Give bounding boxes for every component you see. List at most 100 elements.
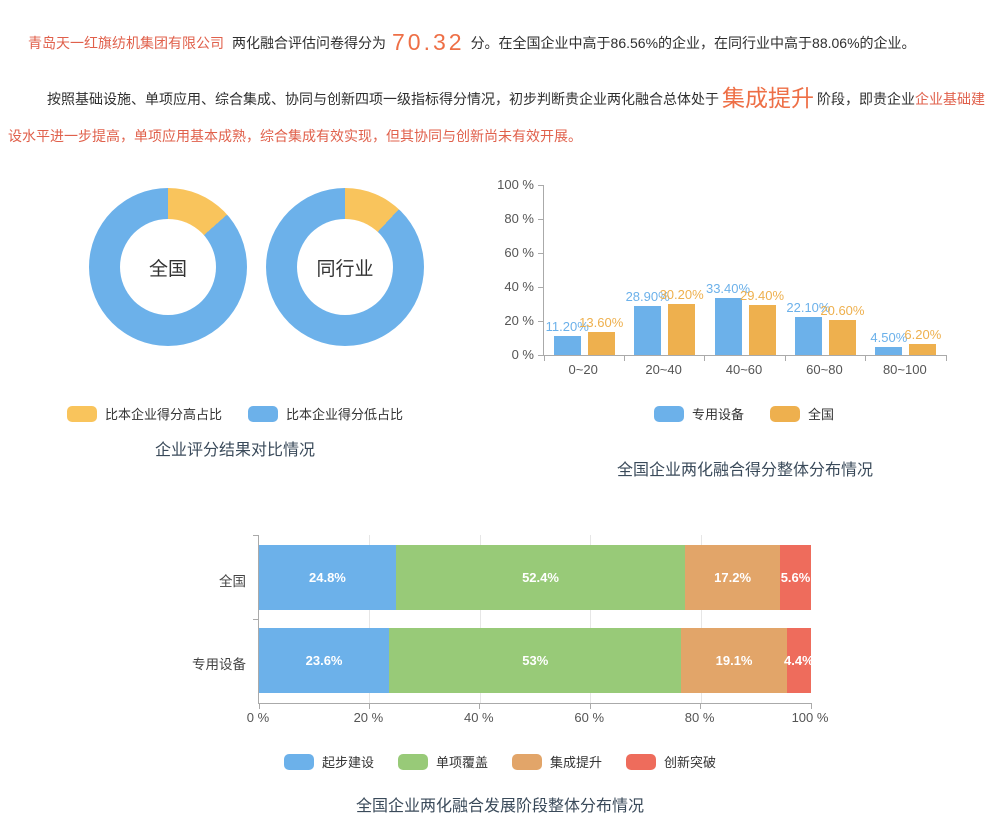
x-axis-tick [623,355,625,361]
legend-swatch-stage3-icon [512,753,542,770]
legend-label-stage-2: 单项覆盖 [435,755,488,770]
stage-mid: 阶段，即贵企业 [817,91,915,107]
donut-nationwide: 全国 [89,188,247,346]
score-value: 70.32 [392,29,465,55]
x-axis-tick [704,355,706,361]
segment-起步建设: 24.8% [259,545,396,610]
row-label-专用设备: 专用设备 [192,657,246,672]
legend-item-special-equipment[interactable]: 专用设备 [653,404,744,423]
y-axis-tick [538,287,544,288]
x-axis-tick [368,703,370,709]
summary-paragraph: 青岛天一红旗纺机集团有限公司 两化融合评估问卷得分为 70.32 分。在全国企业中高于… [28,26,978,59]
x-axis-label: 60 % [574,710,605,725]
bar-x-axis-labels: 0~20 20~40 40~60 60~80 80~100 [543,362,945,377]
legend-swatch-high-icon [66,405,97,422]
stacked-legend: 起步建设 单项覆盖 集成提升 创新突破 [180,752,820,771]
legend-item-score-lower[interactable]: 比本企业得分低占比 [248,404,403,423]
legend-item-stage-2[interactable]: 单项覆盖 [397,752,488,771]
x-axis-label: 100 % [791,710,829,725]
segment-创新突破: 5.6% [780,545,811,610]
x-axis-tick [543,355,545,361]
stacked-row-全国: 24.8% 52.4% 17.2% 5.6% [259,545,811,610]
x-axis-tick [479,703,481,709]
x-axis-label: 0~20 [568,362,598,377]
legend-item-score-higher[interactable]: 比本企业得分高占比 [66,404,222,423]
y-axis-tick [538,355,544,356]
x-axis-label: 20~40 [645,362,682,377]
bar-专用设备: 33.40% [706,281,750,355]
legend-swatch-orange-icon [770,405,800,422]
legend-item-stage-1[interactable]: 起步建设 [283,752,374,771]
bar-chart-title: 全国企业两化融合得分整体分布情况 [616,462,873,479]
stacked-row-专用设备: 23.6% 53% 19.1% 4.4% [259,628,814,693]
y-axis-label: 60 % [504,245,534,260]
row-label-全国: 全国 [219,574,246,589]
legend-item-stage-3[interactable]: 集成提升 [512,752,602,771]
bar-legend: 专用设备 全国 [543,404,945,423]
segment-集成提升: 19.1% [681,628,787,693]
bar-value-label: 30.20% [659,286,704,302]
stage-detail: 企业基础建设水平进一步提高，单项应用基本成熟，综合集成有效实现，但其协同与创新尚… [8,91,985,144]
bar-chart-plot: 11.20% 13.60% 28.90% 30.20% 33.40% 29.40% 22.1… [538,185,947,361]
x-axis-tick [865,355,867,361]
bar-value-label: 28.90% [625,288,670,304]
bar-value-label: 29.40% [739,288,785,304]
bar-专用设备: 22.10% [786,300,830,355]
x-axis-label: 40 % [463,710,494,725]
y-axis-label: 0 % [511,347,534,362]
bar-value-label: 6.20% [904,327,942,343]
bar-value-label: 4.50% [870,330,908,346]
y-axis-label: 80 % [504,211,534,226]
legend-swatch-stage2-icon [397,753,428,770]
legend-label-stage-3: 集成提升 [550,755,603,770]
bar-全国: 29.40% [740,288,784,355]
bar-全国: 13.60% [579,315,623,355]
y-axis-tick [538,253,544,254]
bar-全国: 6.20% [904,327,941,355]
donut-legend: 比本企业得分高占比 比本企业得分低占比 [60,404,410,423]
grid-line [479,535,481,703]
x-axis-tick [258,703,260,709]
stacked-chart-title: 全国企业两化融合发展阶段整体分布情况 [355,798,644,815]
donut-chart-title: 企业评分结果对比情况 [154,442,315,459]
y-axis-label: 100 % [497,177,534,192]
x-axis-tick [700,703,702,709]
y-axis-tick [253,535,259,536]
stacked-chart-plot: 24.8% 52.4% 17.2% 5.6% 23.6% 53% 19.1% 4.4% [253,535,814,709]
score-suffix: 分。在全国企业中高于86.56%的企业，在同行业中高于88.06%的企业。 [470,35,916,51]
stage-prefix: 按照基础设施、单项应用、综合集成、协同与创新四项一级指标得分情况，初步判断贵企业… [47,91,719,107]
bar-group-20~40: 28.90% 30.20% [624,185,704,355]
legend-label-low: 比本企业得分低占比 [286,407,404,422]
x-axis-tick [589,703,591,709]
segment-单项覆盖: 53% [389,628,682,693]
grid-line [700,535,702,703]
x-axis-label: 80 % [684,710,715,725]
bar-专用设备: 11.20% [546,319,589,355]
bar-group-40~60: 33.40% 29.40% [705,185,785,355]
segment-起步建设: 23.6% [259,628,390,693]
legend-swatch-stage4-icon [626,753,657,770]
legend-swatch-stage1-icon [283,753,314,770]
y-axis-label: 20 % [504,313,534,328]
bar-专用设备: 28.90% [626,289,670,355]
x-axis-tick [945,355,947,361]
legend-item-nationwide[interactable]: 全国 [770,404,834,423]
segment-单项覆盖: 52.4% [395,545,686,610]
bar-value-label: 22.10% [786,300,831,316]
bar-groups: 11.20% 13.60% 28.90% 30.20% 33.40% 29.40% 22.1… [544,185,946,355]
legend-swatch-blue-icon [653,405,684,422]
legend-label-nationwide: 全国 [808,407,835,422]
score-prefix: 两化融合评估问卷得分为 [232,35,386,51]
x-axis-tick [810,703,812,709]
segment-集成提升: 17.2% [685,545,781,610]
bar-group-60~80: 22.10% 20.60% [785,185,865,355]
segment-创新突破: 4.4% [784,628,814,693]
legend-item-stage-4[interactable]: 创新突破 [626,752,716,771]
legend-label-special-equipment: 专用设备 [691,407,744,422]
legend-label-stage-1: 起步建设 [321,755,374,770]
bar-value-label: 20.60% [820,302,865,318]
bar-y-axis-labels: 100 % 80 % 60 % 40 % 20 % 0 % [468,178,534,362]
company-name: 青岛天一红旗纺机集团有限公司 [28,35,224,51]
bar-专用设备: 4.50% [870,330,907,355]
